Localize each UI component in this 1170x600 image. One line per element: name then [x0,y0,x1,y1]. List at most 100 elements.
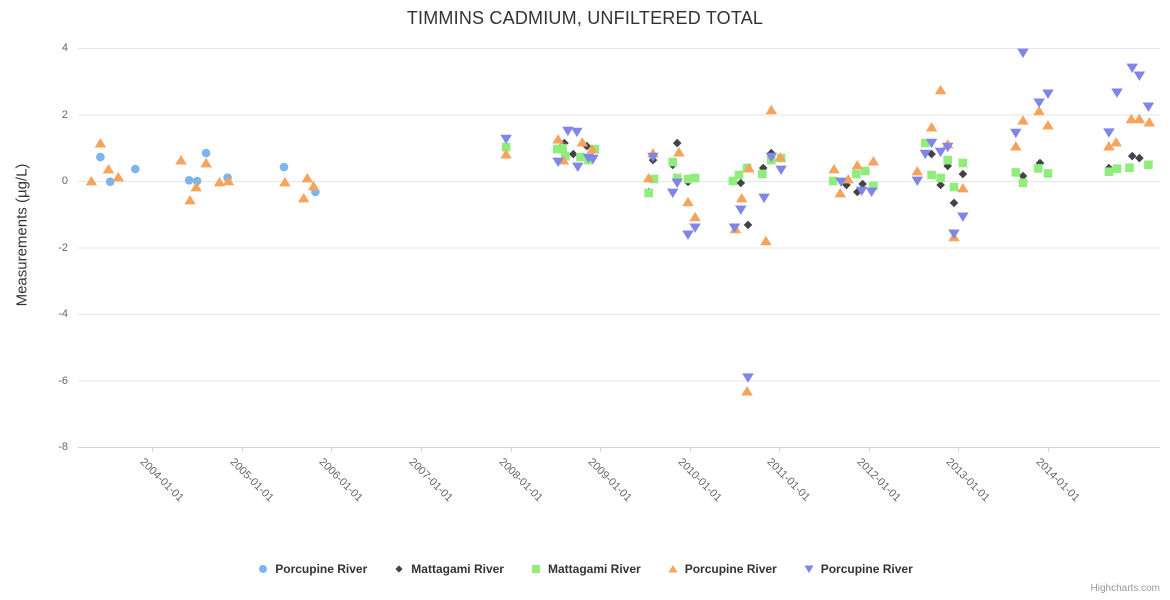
data-point[interactable] [1017,115,1029,125]
data-point[interactable] [297,193,310,203]
data-point[interactable] [867,156,880,166]
data-point[interactable] [689,211,701,222]
data-point[interactable] [683,174,693,184]
data-point[interactable] [1143,117,1156,127]
data-point[interactable] [200,158,212,168]
data-point[interactable] [765,104,778,115]
data-point[interactable] [1103,141,1115,151]
data-point[interactable] [1126,63,1138,73]
data-point[interactable] [1018,171,1028,181]
data-point[interactable] [501,142,511,152]
data-point[interactable] [672,138,682,148]
data-point[interactable] [184,176,194,185]
data-point[interactable] [1104,167,1114,176]
data-point[interactable] [925,122,938,132]
data-point[interactable] [855,186,868,196]
data-point[interactable] [1033,105,1045,116]
data-point[interactable] [112,172,125,182]
data-point[interactable] [576,137,589,147]
data-point[interactable] [925,138,938,149]
data-point[interactable] [927,170,936,180]
data-point[interactable] [1011,168,1021,177]
data-point[interactable] [279,177,291,187]
data-point[interactable] [852,169,861,179]
data-point[interactable] [765,152,778,163]
data-point[interactable] [728,223,741,233]
data-point[interactable] [934,84,947,95]
data-point[interactable] [682,230,694,240]
data-point[interactable] [184,195,196,205]
data-point[interactable] [690,173,700,183]
data-point[interactable] [743,163,755,173]
data-point[interactable] [500,134,512,145]
data-point[interactable] [301,173,314,183]
data-point[interactable] [105,177,115,186]
data-point[interactable] [1042,89,1054,99]
legend-item[interactable]: Porcupine River [803,562,913,576]
data-point[interactable] [642,173,655,183]
data-point[interactable] [647,152,659,163]
data-point[interactable] [743,220,753,230]
data-point[interactable] [571,127,583,138]
data-point[interactable] [774,152,786,162]
data-point[interactable] [1033,164,1043,173]
data-point[interactable] [569,149,578,159]
data-point[interactable] [735,205,747,215]
data-point[interactable] [666,188,679,198]
data-point[interactable] [222,176,235,186]
data-point[interactable] [828,176,838,186]
data-point[interactable] [175,155,187,165]
data-point[interactable] [957,183,969,193]
data-point[interactable] [192,176,202,186]
legend-item[interactable]: Mattagami River [393,562,504,576]
legend-item[interactable]: Porcupine River [257,562,367,576]
data-point[interactable] [934,147,947,158]
data-point[interactable] [562,126,574,137]
data-point[interactable] [1125,113,1138,124]
data-point[interactable] [668,157,677,167]
data-point[interactable] [949,198,959,208]
data-point[interactable] [948,229,960,239]
data-point[interactable] [1111,88,1123,98]
data-point[interactable] [576,152,585,162]
data-point[interactable] [552,134,564,144]
data-point[interactable] [735,193,748,203]
data-point[interactable] [1125,163,1134,172]
data-point[interactable] [919,149,932,160]
data-point[interactable] [835,177,847,187]
data-point[interactable] [1133,71,1146,81]
data-point[interactable] [775,165,787,175]
data-point[interactable] [834,188,846,198]
data-point[interactable] [1127,151,1137,161]
data-point[interactable] [586,144,598,154]
data-point[interactable] [131,164,140,174]
data-point[interactable] [911,166,924,176]
data-point[interactable] [742,373,754,383]
data-point[interactable] [572,162,584,172]
data-point[interactable] [1112,164,1122,173]
data-point[interactable] [1133,113,1146,124]
data-point[interactable] [213,177,226,187]
data-point[interactable] [1010,141,1022,151]
credits-link[interactable]: Highcharts.com [1090,583,1160,594]
data-point[interactable] [201,148,211,158]
data-point[interactable] [828,164,840,174]
data-point[interactable] [307,181,320,191]
data-point[interactable] [958,158,968,168]
data-point[interactable] [558,143,567,153]
data-point[interactable] [1135,153,1144,163]
data-point[interactable] [1103,128,1115,138]
data-point[interactable] [957,212,969,222]
data-point[interactable] [689,223,701,233]
data-point[interactable] [1033,98,1045,108]
data-point[interactable] [1018,178,1028,187]
data-point[interactable] [1035,158,1045,168]
data-point[interactable] [1043,169,1053,178]
data-point[interactable] [842,174,855,184]
data-point[interactable] [1144,160,1153,169]
data-point[interactable] [760,235,772,246]
data-point[interactable] [587,154,599,165]
data-point[interactable] [851,160,864,170]
data-point[interactable] [936,173,945,183]
data-point[interactable] [736,178,746,188]
